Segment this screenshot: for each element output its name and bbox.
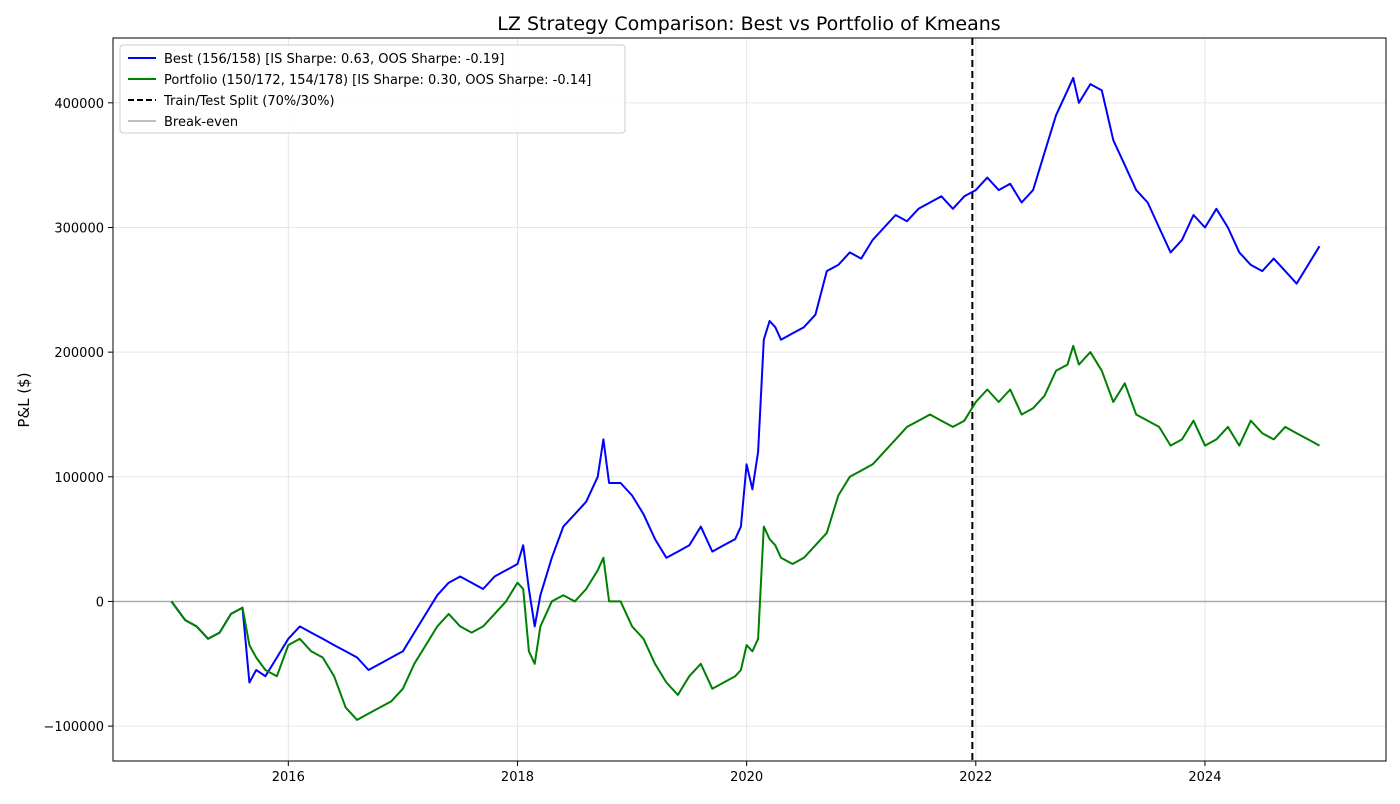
legend-item-best-label: Best (156/158) [IS Sharpe: 0.63, OOS Sha… bbox=[164, 52, 504, 67]
x-tick-label: 2024 bbox=[1188, 770, 1221, 785]
x-tick-label: 2020 bbox=[730, 770, 763, 785]
portfolio-series-line bbox=[170, 344, 1320, 721]
chart-title: LZ Strategy Comparison: Best vs Portfoli… bbox=[497, 13, 1000, 35]
y-tick-label: 400000 bbox=[54, 97, 104, 112]
best-series-line bbox=[170, 76, 1321, 684]
legend-item-split-label: Train/Test Split (70%/30%) bbox=[163, 94, 335, 109]
axes: 2016 2018 2020 2022 2024 −100000 0 100000 200000… bbox=[43, 97, 1221, 785]
reference-lines bbox=[113, 38, 1386, 761]
series-lines bbox=[170, 76, 1321, 721]
legend-item-break-even-label: Break-even bbox=[164, 115, 238, 130]
y-tick-label: 0 bbox=[96, 595, 104, 610]
legend-box bbox=[119, 44, 626, 134]
plot-area bbox=[112, 37, 1387, 762]
y-tick-label: 100000 bbox=[54, 471, 104, 486]
y-tick-label: −100000 bbox=[43, 720, 104, 735]
legend: Best (156/158) [IS Sharpe: 0.63, OOS Sha… bbox=[119, 44, 626, 134]
x-tick-label: 2022 bbox=[959, 770, 992, 785]
y-axis-label: P&L ($) bbox=[15, 372, 33, 427]
y-tick-label: 200000 bbox=[54, 346, 104, 361]
x-tick-label: 2016 bbox=[272, 770, 305, 785]
x-tick-label: 2018 bbox=[501, 770, 534, 785]
y-tick-label: 300000 bbox=[54, 221, 104, 236]
legend-item-portfolio-label: Portfolio (150/172, 154/178) [IS Sharpe:… bbox=[164, 73, 591, 88]
